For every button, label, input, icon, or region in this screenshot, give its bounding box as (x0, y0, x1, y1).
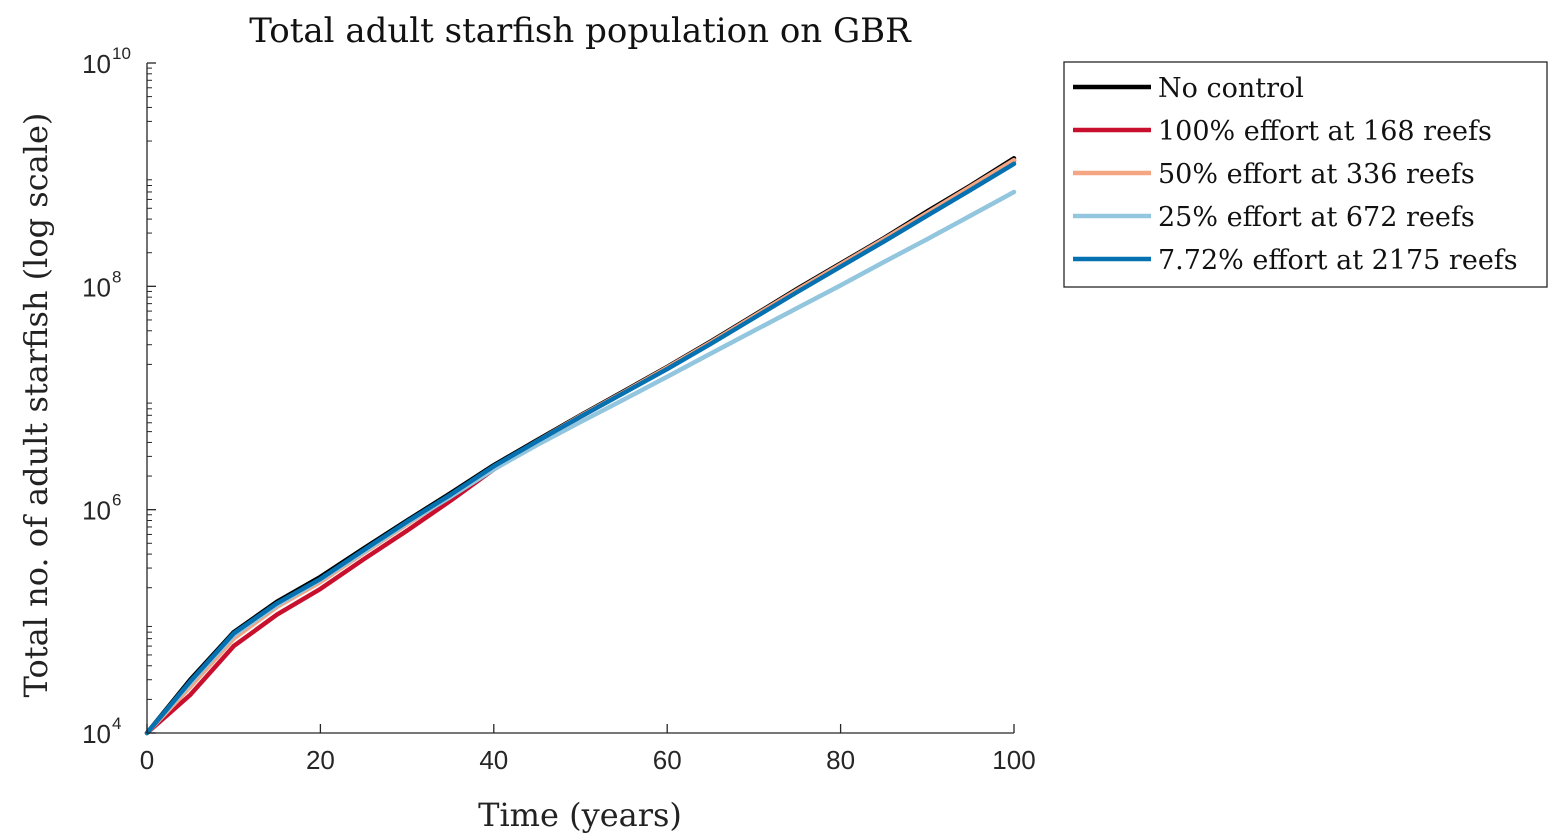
y-tick-exponent: 10 (112, 44, 131, 63)
legend-label: 25% effort at 672 reefs (1158, 202, 1475, 233)
y-tick-exponent: 4 (112, 714, 121, 733)
x-tick-label: 100 (992, 745, 1035, 775)
series-line-5 (144, 161, 1017, 736)
legend: No control 100% effort at 168 reefs 50% ef… (1063, 61, 1548, 288)
x-tick-label: 60 (653, 745, 682, 775)
y-tick-label: 10 (82, 272, 111, 302)
x-axis-label: Time (years) (478, 796, 682, 834)
series-line-2 (144, 158, 1017, 736)
y-tick-label: 10 (82, 496, 111, 526)
x-tick-label: 80 (826, 745, 855, 775)
y-tick-label: 10 (82, 719, 111, 749)
x-tick-label: 40 (479, 745, 508, 775)
series-layer (144, 156, 1017, 736)
y-tick-label: 10 (82, 49, 111, 79)
legend-label: 7.72% effort at 2175 reefs (1158, 245, 1518, 276)
y-tick-exponent: 8 (112, 267, 121, 286)
series-line-3 (144, 157, 1017, 736)
legend-label: No control (1158, 73, 1304, 104)
legend-label: 100% effort at 168 reefs (1158, 116, 1492, 147)
chart-title: Total adult starfish population on GBR (249, 11, 912, 51)
series-line-1 (144, 156, 1017, 736)
legend-label: 50% effort at 336 reefs (1158, 159, 1475, 190)
y-tick-exponent: 6 (112, 491, 121, 510)
series-line-4 (144, 189, 1017, 736)
y-axis-label: Total no. of adult starfish (log scale) (17, 113, 55, 698)
x-tick-label: 0 (140, 745, 154, 775)
x-tick-label: 20 (306, 745, 335, 775)
